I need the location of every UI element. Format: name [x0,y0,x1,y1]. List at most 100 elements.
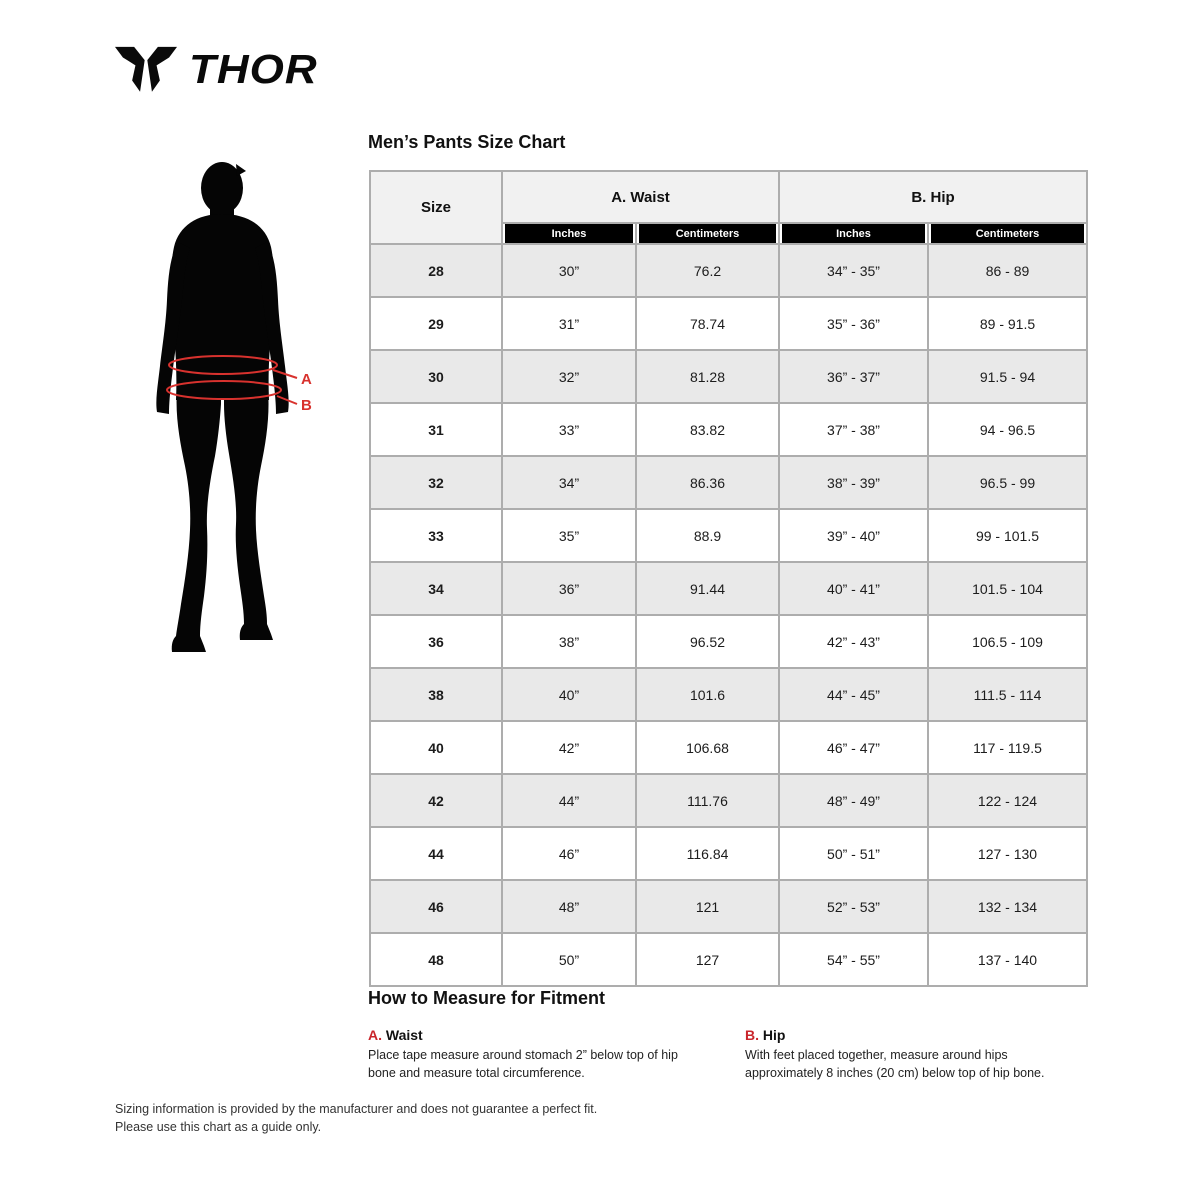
size-value: 44 [369,826,503,881]
hip-cm-value: 89 - 91.5 [927,296,1088,351]
size-value: 48 [369,932,503,987]
size-value: 29 [369,296,503,351]
hip-inches-value: 50” - 51” [778,826,929,881]
waist-cm-value: 86.36 [635,455,780,510]
brand-logo: THOR [113,42,318,98]
waist-cm-value: 91.44 [635,561,780,616]
table-subheader-row: Inches Centimeters Inches Centimeters [370,222,1088,245]
hip-cm-value: 91.5 - 94 [927,349,1088,404]
waist-name: Waist [385,1027,423,1043]
waist-inches-value: 36” [501,561,637,616]
hip-key: B. [745,1027,759,1043]
waist-cm-value: 76.2 [635,243,780,298]
hip-cm-value: 111.5 - 114 [927,667,1088,722]
hip-label-b: B [301,397,312,414]
hip-cm-value: 122 - 124 [927,773,1088,828]
size-value: 46 [369,879,503,934]
table-row: 44 46” 116.84 50” - 51” 127 - 130 [369,826,1088,881]
waist-inches-value: 46” [501,826,637,881]
thor-horns-icon [113,42,179,98]
hip-measure-line [166,380,298,405]
waist-inches-value: 33” [501,402,637,457]
subheader-waist-inches: Inches [505,224,633,243]
hip-cm-value: 127 - 130 [927,826,1088,881]
size-value: 31 [369,402,503,457]
subheader-hip-centimeters: Centimeters [931,224,1084,243]
hip-instruction-text: With feet placed together, measure aroun… [745,1048,1045,1080]
hip-instruction-label: B. Hip [745,1027,1090,1043]
waist-inches-value: 38” [501,614,637,669]
brand-wordmark: THOR [189,47,318,93]
waist-measure-line [168,355,298,379]
hip-cm-value: 137 - 140 [927,932,1088,987]
hip-cm-value: 132 - 134 [927,879,1088,934]
waist-cm-value: 96.52 [635,614,780,669]
size-value: 42 [369,773,503,828]
table-row: 32 34” 86.36 38” - 39” 96.5 - 99 [369,455,1088,510]
hip-cm-value: 101.5 - 104 [927,561,1088,616]
measurement-figure: A B [140,152,360,672]
waist-cm-value: 111.76 [635,773,780,828]
waist-key: A. [368,1027,382,1043]
table-header-row: Size A. Waist B. Hip [369,170,1088,245]
size-chart-table: Size A. Waist B. Hip Inches Centimeters … [369,170,1088,987]
hip-cm-value: 117 - 119.5 [927,720,1088,775]
waist-inches-value: 40” [501,667,637,722]
waist-instruction-label: A. Waist [368,1027,745,1043]
hip-inches-value: 37” - 38” [778,402,929,457]
waist-cm-value: 106.68 [635,720,780,775]
hip-cm-value: 99 - 101.5 [927,508,1088,563]
size-value: 34 [369,561,503,616]
table-row: 40 42” 106.68 46” - 47” 117 - 119.5 [369,720,1088,775]
how-to-measure-title: How to Measure for Fitment [368,988,606,1008]
hip-inches-value: 38” - 39” [778,455,929,510]
waist-inches-value: 32” [501,349,637,404]
table-row: 46 48” 121 52” - 53” 132 - 134 [369,879,1088,934]
column-header-hip: B. Hip [778,170,1088,224]
hip-inches-value: 36” - 37” [778,349,929,404]
hip-name: Hip [762,1027,786,1043]
table-row: 42 44” 111.76 48” - 49” 122 - 124 [369,773,1088,828]
waist-instructions: A. Waist Place tape measure around stoma… [368,1027,745,1082]
hip-instructions: B. Hip With feet placed together, measur… [745,1027,1090,1082]
table-row: 29 31” 78.74 35” - 36” 89 - 91.5 [369,296,1088,351]
waist-instruction-text: Place tape measure around stomach 2” bel… [368,1048,678,1080]
hip-cm-value: 96.5 - 99 [927,455,1088,510]
table-row: 38 40” 101.6 44” - 45” 111.5 - 114 [369,667,1088,722]
column-header-waist: A. Waist [501,170,780,224]
waist-inches-value: 42” [501,720,637,775]
waist-inches-value: 50” [501,932,637,987]
waist-inches-value: 44” [501,773,637,828]
table-row: 33 35” 88.9 39” - 40” 99 - 101.5 [369,508,1088,563]
column-header-size: Size [369,170,503,245]
table-row: 30 32” 81.28 36” - 37” 91.5 - 94 [369,349,1088,404]
hip-inches-value: 54” - 55” [778,932,929,987]
waist-inches-value: 35” [501,508,637,563]
size-chart-table-container: Size A. Waist B. Hip Inches Centimeters … [369,170,1088,987]
waist-cm-value: 127 [635,932,780,987]
hip-inches-value: 34” - 35” [778,243,929,298]
waist-inches-value: 48” [501,879,637,934]
hip-inches-value: 35” - 36” [778,296,929,351]
hip-inches-value: 46” - 47” [778,720,929,775]
hip-inches-value: 39” - 40” [778,508,929,563]
sizing-disclaimer: Sizing information is provided by the ma… [115,1100,597,1136]
hip-cm-value: 106.5 - 109 [927,614,1088,669]
male-silhouette [156,162,289,652]
waist-cm-value: 116.84 [635,826,780,881]
table-row: 34 36” 91.44 40” - 41” 101.5 - 104 [369,561,1088,616]
hip-cm-value: 86 - 89 [927,243,1088,298]
waist-cm-value: 121 [635,879,780,934]
how-to-measure-section: How to Measure for Fitment A. Waist Plac… [368,988,1090,1082]
table-row: 31 33” 83.82 37” - 38” 94 - 96.5 [369,402,1088,457]
disclaimer-line-2: Please use this chart as a guide only. [115,1120,322,1135]
waist-inches-value: 30” [501,243,637,298]
hip-inches-value: 40” - 41” [778,561,929,616]
size-value: 33 [369,508,503,563]
subheader-waist-centimeters: Centimeters [639,224,776,243]
size-value: 36 [369,614,503,669]
waist-cm-value: 78.74 [635,296,780,351]
waist-cm-value: 81.28 [635,349,780,404]
table-row: 28 30” 76.2 34” - 35” 86 - 89 [369,243,1088,298]
waist-cm-value: 88.9 [635,508,780,563]
